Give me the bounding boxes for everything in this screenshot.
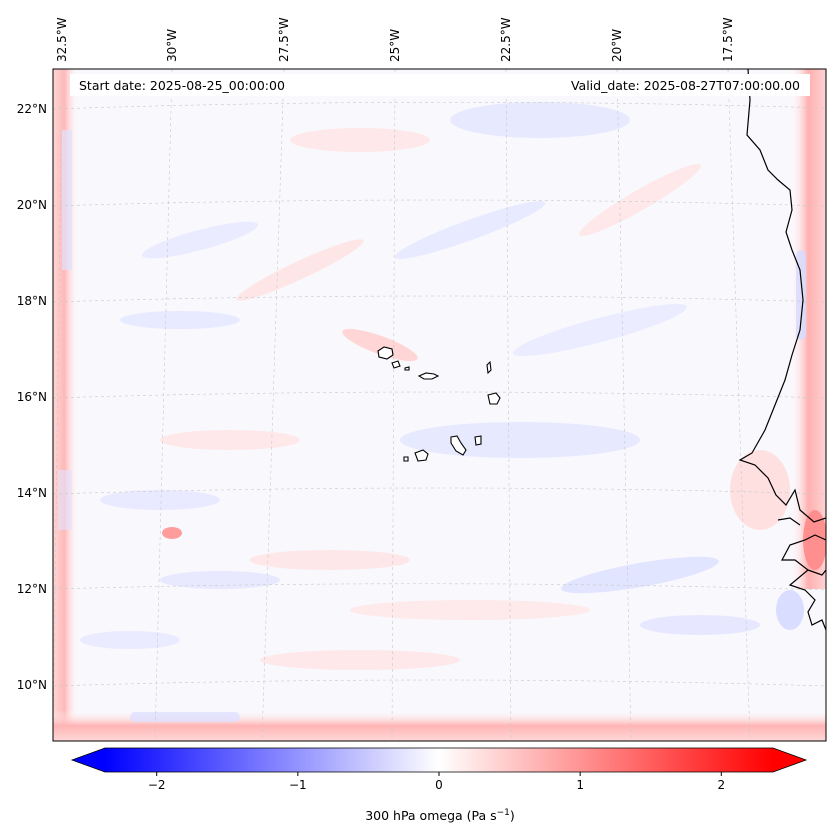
colorbar-min-extend (72, 748, 105, 772)
map-frame (52, 68, 827, 742)
lat-label: 14°N (17, 486, 47, 500)
cabo-verde-islands (377, 346, 501, 462)
africa-coastline (738, 69, 826, 631)
lat-label: 16°N (17, 390, 47, 404)
header-box (70, 74, 810, 96)
east-boundary-band (790, 69, 826, 589)
island-santa-luzia (404, 366, 410, 371)
lat-label: 22°N (17, 102, 47, 116)
island-santo-antao (377, 346, 394, 360)
colorbar-label: 300 hPa omega (Pa s−1) (365, 808, 515, 823)
colorbar-tick-label: 1 (576, 778, 584, 792)
lon-label: 20°W (610, 29, 624, 62)
island-santiago (450, 435, 467, 456)
island-fogo (414, 449, 429, 462)
island-sao-vicente (391, 360, 401, 369)
longitude-labels: 32.5°W 30°W 27.5°W 25°W 22.5°W 20°W 17.5… (55, 17, 735, 62)
colorbar-max-extend (773, 748, 806, 772)
omega-field (53, 69, 826, 741)
lat-label: 10°N (17, 678, 47, 692)
lon-label: 30°W (165, 29, 179, 62)
island-maio (474, 435, 482, 446)
lat-label: 12°N (17, 582, 47, 596)
gridlines (53, 69, 826, 741)
valid-date-label: Valid_date: 2025-08-27T07:00:00.00 (571, 78, 800, 93)
colorbar: −2 −1 0 1 2 300 hPa omega (Pa s−1) (70, 747, 808, 823)
latitude-labels: 22°N 20°N 18°N 16°N 14°N 12°N 10°N (17, 102, 47, 692)
lon-label: 22.5°W (499, 17, 513, 62)
island-sal (486, 360, 492, 375)
lon-label: 32.5°W (55, 17, 69, 62)
lon-label: 25°W (388, 29, 402, 62)
colorbar-ramp (105, 748, 773, 772)
lat-label: 18°N (17, 294, 47, 308)
colorbar-tick-label: 2 (717, 778, 725, 792)
lon-label: 17.5°W (721, 17, 735, 62)
coastlines (738, 69, 826, 631)
island-sao-nicolau (417, 372, 440, 380)
colorbar-tick-label: 0 (435, 778, 443, 792)
lat-label: 20°N (17, 198, 47, 212)
island-boa-vista (487, 392, 501, 405)
start-date-label: Start date: 2025-08-25_00:00:00 (79, 78, 285, 93)
lon-label: 27.5°W (277, 17, 291, 62)
island-brava (403, 456, 409, 462)
colorbar-tick-label: −1 (289, 778, 307, 792)
colorbar-tick-label: −2 (148, 778, 166, 792)
colorbar-ticks: −2 −1 0 1 2 (148, 772, 725, 792)
